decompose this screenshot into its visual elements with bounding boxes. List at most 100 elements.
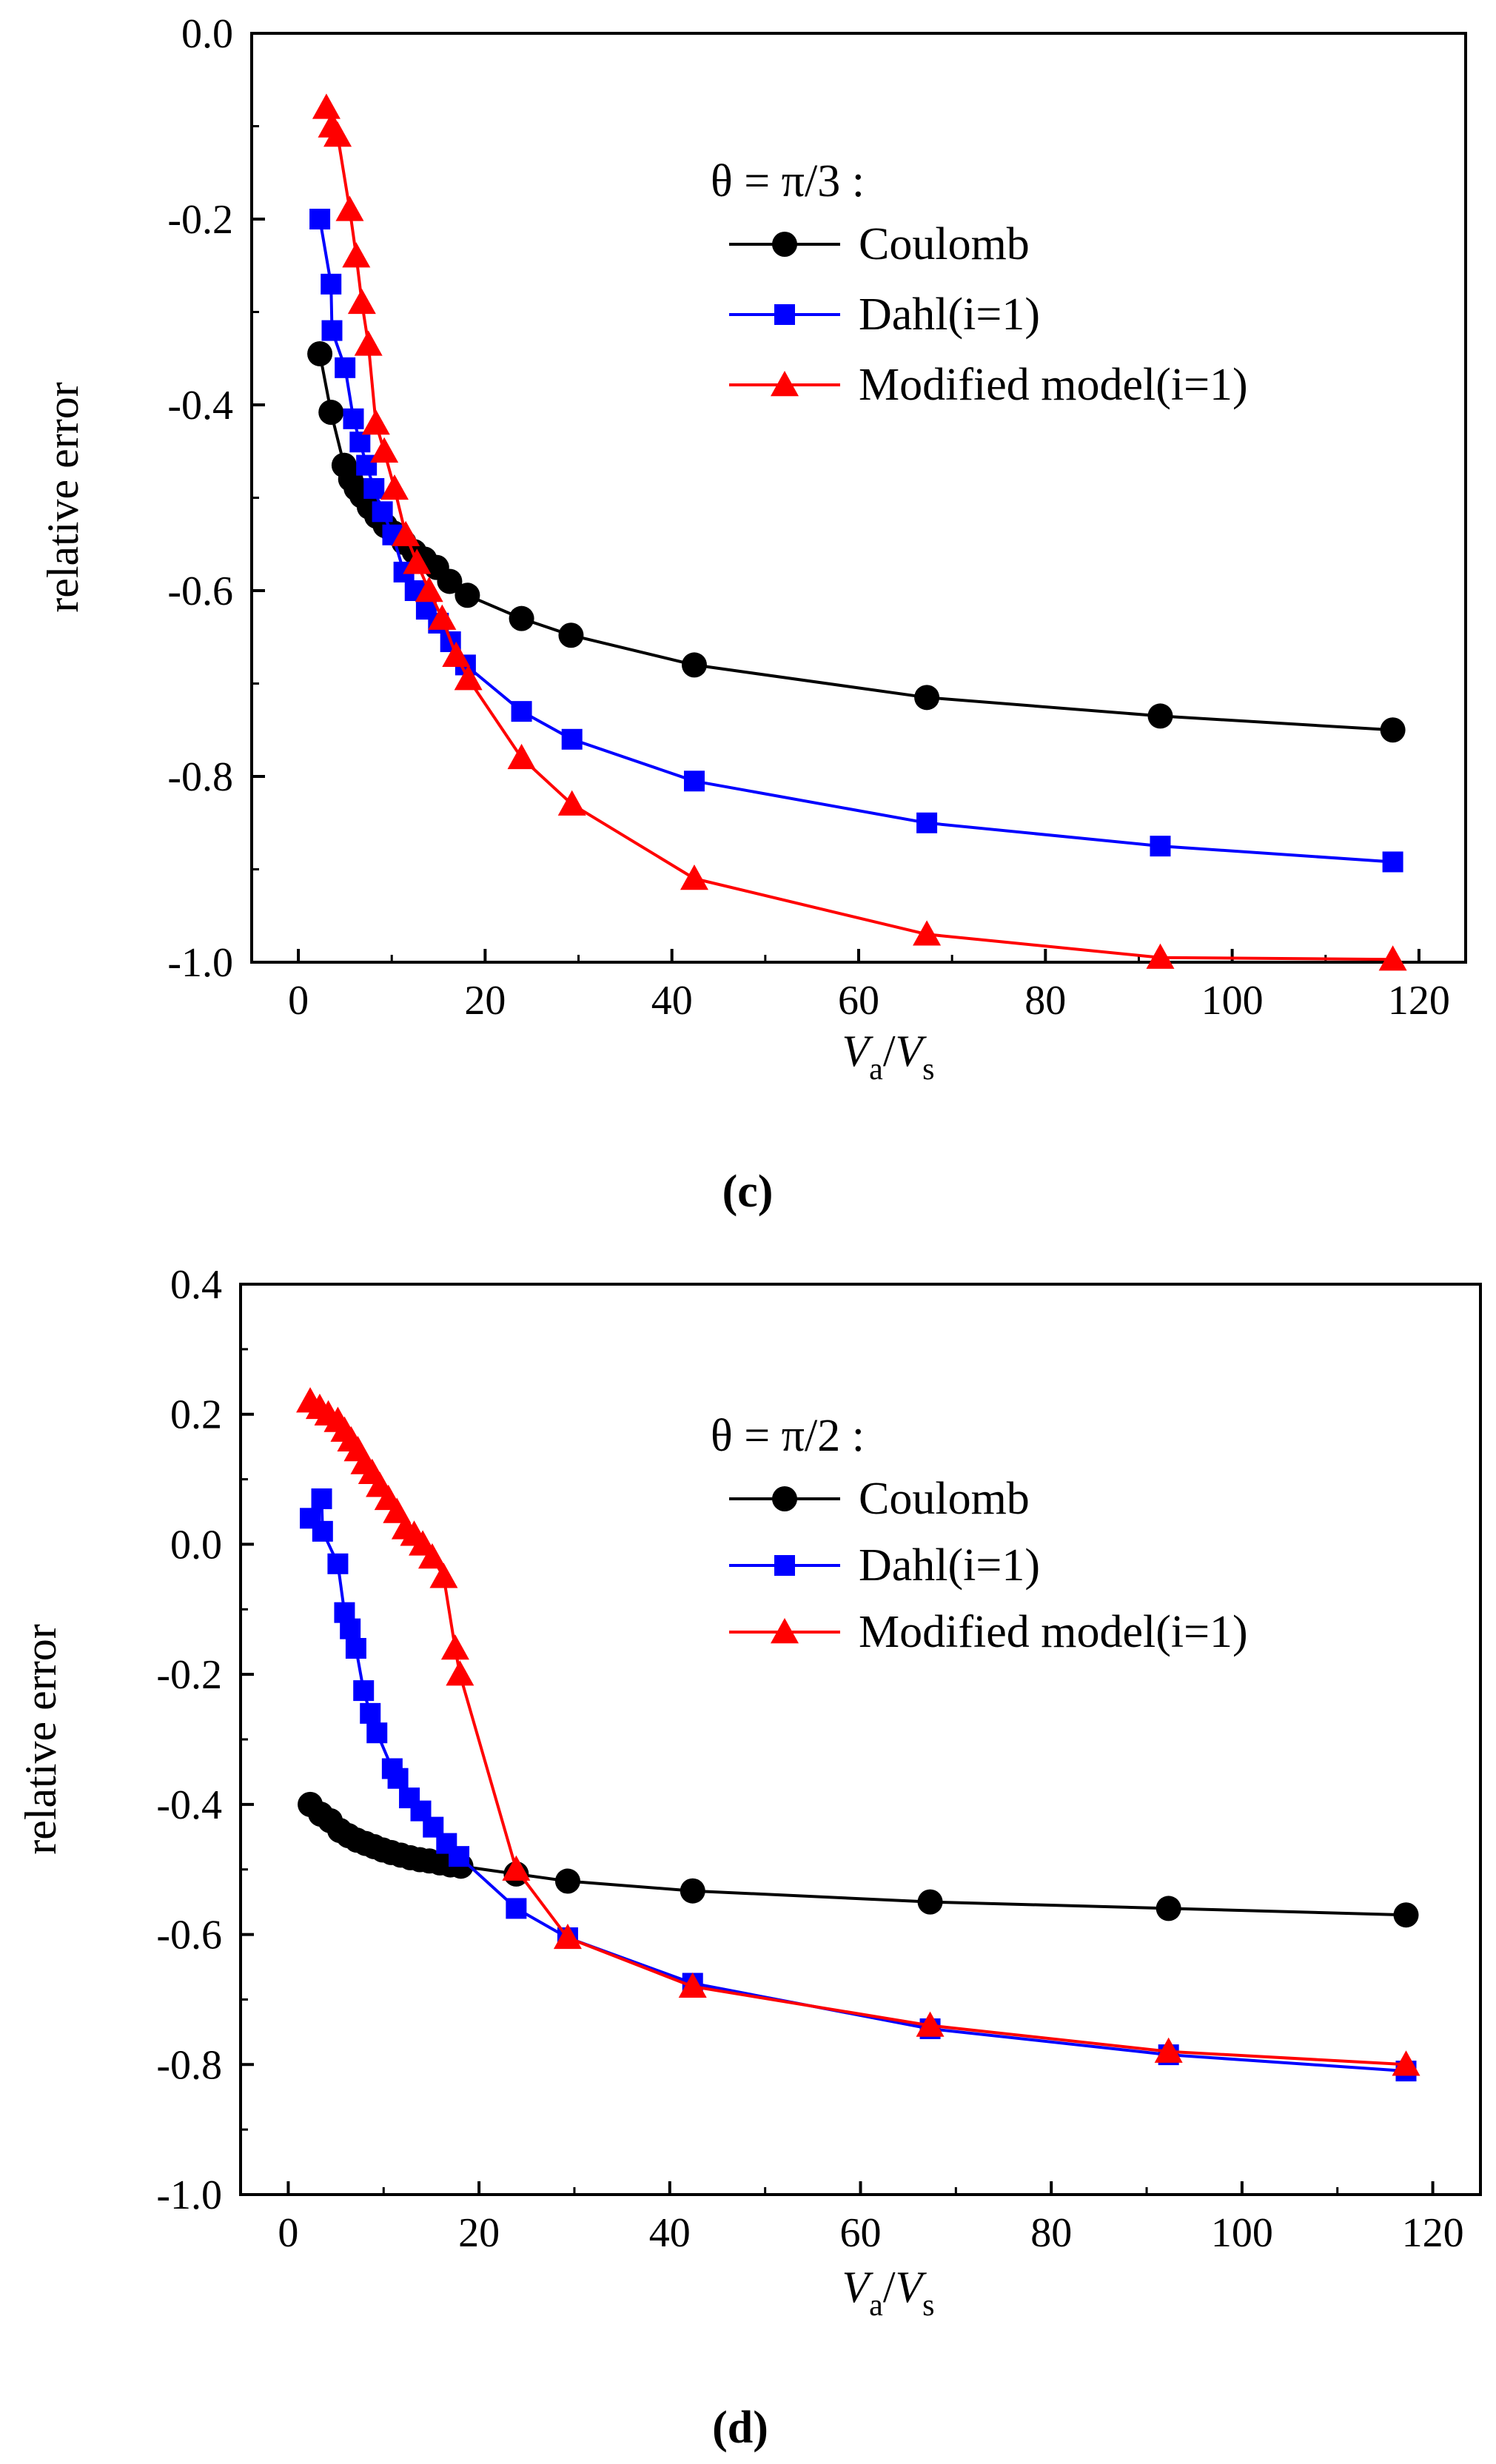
panel-c-point-dahl-i-1 bbox=[916, 812, 938, 833]
panel-c-point-modified-model-i-1 bbox=[403, 548, 432, 574]
panel-c-point-modified-model-i-1 bbox=[323, 121, 352, 147]
panel-c-legend-marker-dahl-i-1 bbox=[774, 304, 795, 325]
panel-d-point-modified-model-i-1 bbox=[1154, 2037, 1183, 2063]
panel-d-point-modified-model-i-1 bbox=[429, 1562, 458, 1588]
panel-d-point-modified-model-i-1 bbox=[502, 1855, 531, 1881]
panel-c-y-tick-label: -0.6 bbox=[167, 568, 233, 614]
panel-c-series-modified-model-i-1 bbox=[312, 93, 1407, 971]
panel-c-x-axis-label: Va/Vs bbox=[842, 1027, 935, 1087]
panel-d-point-modified-model-i-1 bbox=[440, 1634, 469, 1660]
panel-d-point-modified-model-i-1 bbox=[383, 1497, 412, 1523]
panel-d-line-coulomb bbox=[309, 1803, 1406, 1917]
panel-c-point-coulomb bbox=[318, 400, 344, 426]
panel-d-point-dahl-i-1 bbox=[353, 1680, 375, 1702]
panel-c-line-coulomb bbox=[318, 353, 1393, 732]
panel-c-point-modified-model-i-1 bbox=[557, 790, 586, 816]
panel-c-point-modified-model-i-1 bbox=[380, 474, 409, 500]
panel-c-line-modified-model-i-1 bbox=[324, 107, 1393, 961]
panel-c-point-modified-model-i-1 bbox=[1378, 945, 1407, 971]
panel-d-chart: 0 20 40 60 80 100 120 -1.0 -0.8 -0.6 -0.4 -0.2 0.0 0… bbox=[16, 1262, 1482, 2453]
panel-c-point-modified-model-i-1 bbox=[361, 409, 390, 435]
panel-d-legend-label-dahl-i-1: Dahl(i=1) bbox=[859, 1540, 1040, 1591]
panel-c-point-dahl-i-1 bbox=[511, 701, 532, 722]
panel-c-x-tick-label: 120 bbox=[1388, 978, 1450, 1024]
panel-c-point-coulomb bbox=[1147, 703, 1173, 729]
panel-d-point-coulomb bbox=[1393, 1902, 1419, 1928]
panel-d-point-modified-model-i-1 bbox=[916, 2011, 945, 2037]
panel-c-point-modified-model-i-1 bbox=[442, 641, 471, 668]
panel-c-point-dahl-i-1 bbox=[683, 771, 705, 792]
panel-c-legend-title: θ = π/3 : bbox=[711, 156, 865, 207]
panel-d-x-axis-label: Va/Vs bbox=[842, 2263, 935, 2323]
panel-c-point-dahl-i-1 bbox=[321, 320, 343, 341]
panel-d-point-coulomb bbox=[554, 1868, 580, 1894]
panel-d-point-dahl-i-1 bbox=[312, 1520, 333, 1542]
panel-d-point-coulomb bbox=[917, 1889, 943, 1915]
panel-d-point-coulomb bbox=[680, 1878, 705, 1904]
panel-d-x-tick-label: 120 bbox=[1402, 2210, 1464, 2256]
panel-c-x-tick-label: 60 bbox=[838, 978, 879, 1024]
panel-d-point-coulomb bbox=[1155, 1896, 1181, 1921]
panel-d-point-dahl-i-1 bbox=[449, 1846, 470, 1867]
panel-d-point-modified-model-i-1 bbox=[417, 1543, 446, 1569]
panel-c-legend-label-dahl-i-1: Dahl(i=1) bbox=[859, 289, 1040, 340]
panel-c-point-coulomb bbox=[914, 685, 940, 711]
panel-d-legend: θ = π/2 : Coulomb Dahl(i=1) Modified model… bbox=[711, 1411, 1248, 1657]
panel-c-y-tick-label: -0.4 bbox=[167, 383, 233, 429]
panel-c-point-modified-model-i-1 bbox=[392, 520, 420, 546]
panel-d-y-tick-label: -0.8 bbox=[156, 2042, 222, 2088]
panel-c-legend-label-coulomb: Coulomb bbox=[859, 219, 1030, 269]
panel-c-point-dahl-i-1 bbox=[363, 477, 385, 499]
panel-c-point-coulomb bbox=[558, 622, 584, 648]
panel-d-legend-marker-coulomb bbox=[772, 1486, 797, 1511]
panel-c-point-modified-model-i-1 bbox=[370, 437, 399, 463]
panel-c-point-modified-model-i-1 bbox=[342, 242, 371, 268]
panel-d-x-tick-label: 20 bbox=[458, 2210, 500, 2256]
panel-d-legend-title: θ = π/2 : bbox=[711, 1411, 865, 1461]
panel-c-legend-marker-coulomb bbox=[772, 232, 797, 257]
panel-c-line-dahl-i-1 bbox=[318, 218, 1393, 864]
panel-c-point-modified-model-i-1 bbox=[312, 93, 341, 119]
panel-c-point-coulomb bbox=[454, 583, 480, 608]
panel-d-point-dahl-i-1 bbox=[327, 1553, 349, 1574]
panel-c-y-tick-label: -1.0 bbox=[167, 940, 233, 986]
panel-c-point-dahl-i-1 bbox=[561, 728, 583, 750]
panel-d-legend-label-coulomb: Coulomb bbox=[859, 1474, 1030, 1524]
panel-d-y-tick-label: 0.2 bbox=[170, 1392, 222, 1438]
panel-d-x-ticks: 0 20 40 60 80 100 120 bbox=[278, 2181, 1464, 2256]
panel-c-y-tick-label: -0.2 bbox=[167, 197, 233, 243]
panel-c-point-coulomb bbox=[307, 340, 333, 366]
panel-d-y-tick-label: -0.4 bbox=[156, 1782, 222, 1828]
panel-c-x-tick-label: 40 bbox=[651, 978, 693, 1024]
panel-d-point-modified-model-i-1 bbox=[553, 1923, 582, 1950]
panel-d-series-modified-model-i-1 bbox=[296, 1387, 1420, 2076]
panel-c-x-ticks: 0 20 40 60 80 100 120 bbox=[288, 949, 1450, 1024]
panel-d-x-tick-label: 40 bbox=[649, 2210, 691, 2256]
panel-d-point-modified-model-i-1 bbox=[446, 1660, 474, 1686]
panel-d-point-dahl-i-1 bbox=[360, 1702, 381, 1724]
panel-d-point-dahl-i-1 bbox=[387, 1768, 409, 1789]
panel-c-point-coulomb bbox=[1380, 717, 1406, 743]
panel-c-label: (c) bbox=[722, 1166, 774, 1217]
panel-c-point-dahl-i-1 bbox=[309, 209, 331, 229]
panel-d-y-ticks: -1.0 -0.8 -0.6 -0.4 -0.2 0.0 0.2 0.4 bbox=[156, 1262, 254, 2218]
panel-c-point-dahl-i-1 bbox=[343, 408, 364, 429]
panel-d-label: (d) bbox=[712, 2403, 768, 2453]
panel-c-point-modified-model-i-1 bbox=[354, 330, 383, 356]
panel-d-x-tick-label: 100 bbox=[1211, 2210, 1273, 2256]
panel-d-x-tick-label: 60 bbox=[840, 2210, 882, 2256]
panel-c-series bbox=[307, 93, 1407, 971]
panel-c-y-ticks: -1.0 -0.8 -0.6 -0.4 -0.2 0.0 bbox=[167, 11, 265, 986]
panel-c-point-dahl-i-1 bbox=[349, 432, 371, 453]
panel-d-y-tick-label: -0.2 bbox=[156, 1652, 222, 1698]
panel-c-x-tick-label: 100 bbox=[1201, 978, 1264, 1024]
panel-c-x-tick-label: 0 bbox=[288, 978, 309, 1024]
panel-c-point-dahl-i-1 bbox=[321, 273, 342, 295]
panel-d-point-dahl-i-1 bbox=[340, 1618, 361, 1639]
panel-c-point-modified-model-i-1 bbox=[347, 288, 376, 315]
panel-c-point-coulomb bbox=[681, 652, 707, 678]
panel-d-series bbox=[296, 1387, 1420, 2082]
panel-d-point-dahl-i-1 bbox=[345, 1638, 366, 1659]
panel-c-chart: 0 20 40 60 80 100 120 -1.0-0.8-0.6-0.4-0.20.0 … bbox=[38, 11, 1467, 1217]
